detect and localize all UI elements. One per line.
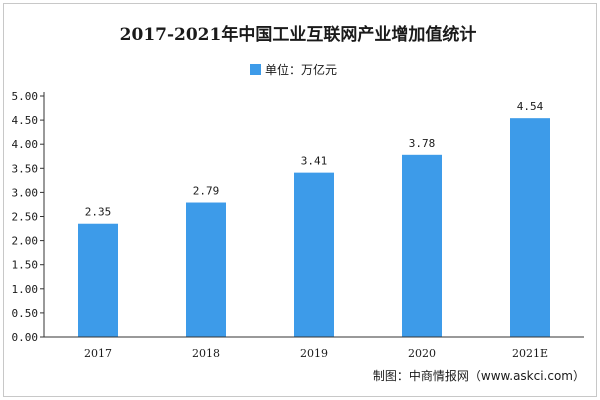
data-label: 3.41 bbox=[301, 155, 328, 168]
y-tick-label: 5.00 bbox=[12, 90, 39, 103]
x-tick-label: 2019 bbox=[300, 347, 328, 360]
y-axis: 0.00 0.50 1.00 1.50 2.00 2.50 3.00 3.50 4.00 4.50… bbox=[12, 90, 45, 344]
chart-frame bbox=[3, 3, 597, 397]
x-axis: 2017 2018 2019 2020 2021E bbox=[44, 336, 584, 360]
data-label: 2.35 bbox=[85, 206, 112, 219]
y-tick-label: 4.50 bbox=[12, 114, 39, 127]
y-tick-label: 4.00 bbox=[12, 138, 39, 151]
x-tick-label: 2017 bbox=[84, 347, 112, 360]
y-tick-label: 2.50 bbox=[12, 211, 39, 224]
bar bbox=[186, 202, 226, 337]
data-labels: 2.35 2.79 3.41 3.78 4.54 bbox=[85, 100, 544, 219]
legend-swatch bbox=[250, 64, 261, 75]
bar bbox=[510, 118, 550, 337]
data-label: 3.78 bbox=[409, 137, 436, 150]
bar bbox=[294, 172, 334, 337]
y-tick-label: 3.50 bbox=[12, 162, 39, 175]
y-tick-label: 3.00 bbox=[12, 186, 39, 199]
data-label: 4.54 bbox=[517, 100, 544, 113]
y-tick-label: 0.50 bbox=[12, 307, 39, 320]
y-tick-label: 0.00 bbox=[12, 331, 39, 344]
y-tick-label: 2.00 bbox=[12, 235, 39, 248]
bar bbox=[78, 223, 118, 337]
y-tick-label: 1.50 bbox=[12, 259, 39, 272]
x-tick-label: 2021E bbox=[512, 347, 548, 360]
chart-title: 2017-2021年中国工业互联网产业增加值统计 bbox=[120, 24, 477, 45]
y-tick-label: 1.00 bbox=[12, 283, 39, 296]
data-label: 2.79 bbox=[193, 185, 220, 198]
x-tick-label: 2020 bbox=[408, 347, 436, 360]
bars bbox=[78, 118, 550, 337]
source-note: 制图：中商情报网（www.askci.com） bbox=[373, 368, 585, 383]
legend-label: 单位：万亿元 bbox=[265, 62, 337, 77]
bar bbox=[402, 154, 442, 337]
x-tick-label: 2018 bbox=[192, 347, 220, 360]
